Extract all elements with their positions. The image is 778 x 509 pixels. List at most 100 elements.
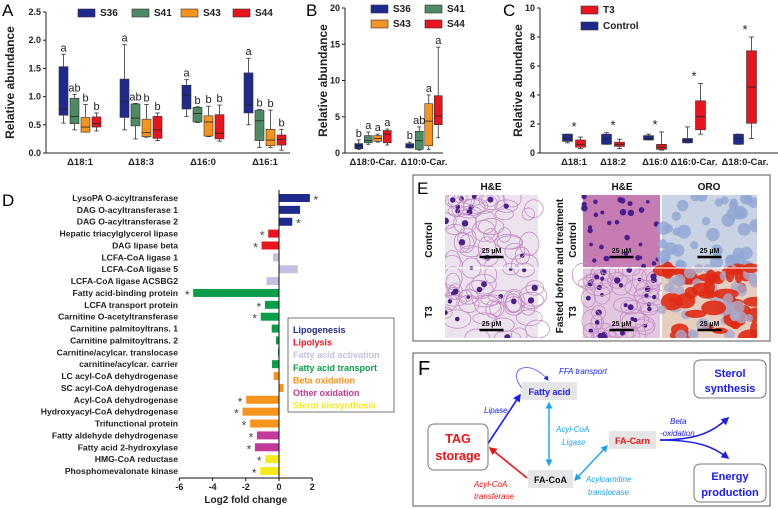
box-iqr <box>80 117 91 133</box>
cell-outline <box>445 266 463 291</box>
y-tick-label: 0 <box>530 148 535 158</box>
cell-outline <box>635 316 656 335</box>
box-Control <box>682 126 693 144</box>
nucleus <box>458 239 466 246</box>
y-tick-label: 0 <box>335 148 340 158</box>
legend-item-activation: Fatty acid activation <box>293 350 380 360</box>
x-tick-label: Δ16:0 <box>642 157 668 168</box>
x-tick-label: Δ18:1 <box>561 157 588 168</box>
cell-outline <box>445 292 458 311</box>
box-T3 <box>746 36 757 139</box>
cell-outline <box>515 309 543 327</box>
bar-label: Fatty aldehyde dehydrogenase <box>52 430 178 440</box>
cell-outline <box>525 319 550 338</box>
bar <box>268 229 279 238</box>
significance-letter: b <box>267 98 273 110</box>
panel-d-bar-chart: LysoPA O-acyltransferase * DAG O-acyltrans… <box>41 190 395 506</box>
nucleus <box>607 220 612 226</box>
nucleus <box>450 197 456 203</box>
node-tag-line2: storage <box>435 449 480 463</box>
cell-outline <box>632 323 647 338</box>
y-tick-label: 1.0 <box>28 92 41 102</box>
cell-outline <box>464 328 491 338</box>
box-iqr <box>382 130 392 144</box>
nucleus <box>694 263 704 274</box>
cell-outline <box>503 296 525 316</box>
significance-asterisk: * <box>249 430 254 444</box>
cell-outline <box>496 235 524 250</box>
fasted-he-t3-image <box>571 260 668 338</box>
nucleus <box>581 195 587 200</box>
lipid-droplet <box>734 265 743 284</box>
cell-outline <box>459 245 484 258</box>
he-control-image <box>445 195 544 278</box>
nucleus <box>531 284 538 292</box>
significance-letter: b <box>143 92 149 104</box>
y-tick-label: 1.5 <box>28 63 41 73</box>
lipid-droplet <box>668 296 677 304</box>
label-acyl-coa-transferase-2: transferase <box>474 492 515 501</box>
legend-item-lipolysis: Lipolysis <box>293 338 332 348</box>
cell-outline <box>580 288 596 308</box>
box-S36 <box>405 141 415 149</box>
legend-swatch <box>370 4 389 14</box>
cell-outline <box>625 325 640 338</box>
nucleus <box>672 273 686 287</box>
nucleus <box>614 219 620 225</box>
nucleus <box>600 210 605 215</box>
nucleus <box>461 220 469 227</box>
box-iqr <box>695 100 706 131</box>
cell-outline <box>471 219 496 242</box>
legend: Lipogenesis Lipolysis Fatty acid activatio… <box>287 317 395 413</box>
significance-asterisk: * <box>571 119 576 134</box>
bar-label: carnitine/acylcar. carrier <box>79 359 179 369</box>
box-iqr <box>141 118 152 137</box>
significance-letter: a <box>60 42 67 54</box>
nucleus <box>589 242 593 247</box>
significance-asterisk: * <box>691 68 696 83</box>
legend-swatch <box>232 8 251 18</box>
nucleus <box>651 261 657 266</box>
significance-letter: b <box>356 128 362 140</box>
nucleus <box>627 209 635 217</box>
scale-bar-label: 25 µM <box>700 248 720 255</box>
nucleus <box>624 234 630 241</box>
box-S41 <box>130 102 141 140</box>
legend-label: Control <box>603 21 639 32</box>
nucleus <box>657 249 671 264</box>
x-tick-label: -4 <box>209 482 217 492</box>
scale-bar-label: 25 µM <box>482 321 502 328</box>
label-ffa-transport: FFA transport <box>559 367 608 376</box>
box-iqr <box>643 135 654 141</box>
cell-outline <box>448 283 463 300</box>
cell-outline <box>472 312 498 325</box>
y-tick-label: 0.5 <box>28 120 41 130</box>
cell-outline <box>606 272 628 289</box>
cell-outline <box>480 294 503 306</box>
significance-asterisk: * <box>234 407 239 421</box>
bar <box>193 288 279 297</box>
cell-outline <box>582 323 599 338</box>
cell-outline <box>458 294 480 313</box>
cell-outline <box>494 199 519 213</box>
x-tick-label: Δ16:0-Car. <box>671 157 718 168</box>
bar <box>256 431 279 440</box>
box-S44 <box>433 46 443 139</box>
box-iqr <box>58 66 69 116</box>
box-iqr <box>562 133 573 142</box>
node-fatty-acid-label: Fatty acid <box>528 387 570 397</box>
cell-outline <box>593 330 618 338</box>
bar-label: DAG O-acyltransferase 1 <box>77 205 178 215</box>
cell-outline <box>460 195 489 206</box>
bar <box>279 194 310 202</box>
bar <box>279 383 284 392</box>
significance-asterisk: * <box>253 240 258 254</box>
bar-label: LCFA transport protein <box>84 300 178 310</box>
lipid-droplet <box>750 321 757 338</box>
cell-outline <box>445 294 468 307</box>
label-acyl-coa-ligase-1: Acyl-CoA <box>555 425 589 434</box>
significance-letter: b <box>205 94 211 106</box>
box-iqr <box>91 116 102 128</box>
nucleus <box>623 251 629 256</box>
